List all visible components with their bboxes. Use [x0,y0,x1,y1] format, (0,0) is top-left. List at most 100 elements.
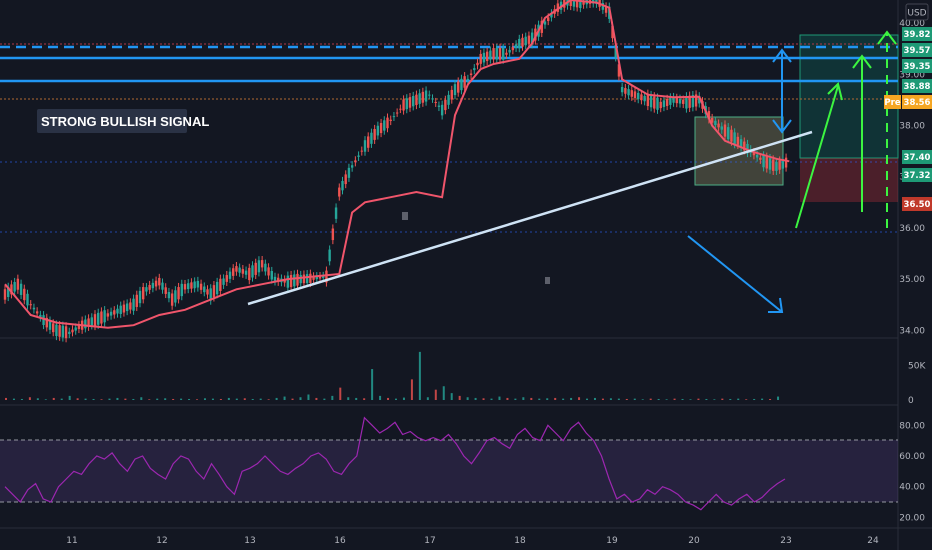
candle-body [254,262,257,275]
price-badge-label: 37.40 [904,153,931,163]
volume-bar [243,398,246,400]
volume-bar [402,397,405,400]
trendline[interactable] [247,130,813,306]
candle-body [360,150,363,152]
candle-body [148,284,151,290]
candle-body [215,281,219,295]
candle-body [778,160,781,170]
candle-body [775,162,778,171]
volume-bar [196,399,199,400]
volume-bar [625,398,628,400]
candle-body [61,325,65,338]
candle-body [698,96,701,104]
candle-body [649,94,653,108]
candle-body [556,3,560,12]
date-tick-9: 24 [867,536,879,546]
candle-body [158,277,161,286]
candle-body [675,97,678,104]
candle-body [714,120,717,126]
candle-body [238,267,241,273]
volume-bar [426,397,429,400]
drawing-arrows [687,30,897,313]
candle-body [473,68,476,71]
volume-bar [227,397,230,400]
volume-bar [434,389,437,400]
volume-bar [52,397,55,400]
volume-bar [641,399,644,400]
volume-bar [474,397,477,400]
candle-body [367,136,370,148]
volume-bar [410,379,413,400]
target-zone[interactable] [799,34,899,159]
candle-body [502,47,505,60]
candle-body [399,108,402,110]
currency-label[interactable]: USD [905,3,929,21]
volume-bar [729,398,732,400]
candle-body [450,89,453,100]
candle-body [177,287,180,300]
candle-body [685,96,688,109]
candle-body [582,0,585,5]
price-badge-label: 38.56 [904,98,931,108]
candle-body [305,274,309,284]
date-tick-7: 20 [688,536,700,546]
candle-body [354,160,357,163]
candle-body [739,139,743,148]
candle-body [447,94,450,105]
candle-body [489,50,492,60]
candle-body [707,111,711,120]
candle-body [267,267,270,276]
stop-zone[interactable] [800,158,898,202]
candle-body [579,0,582,9]
candle-body [277,277,280,282]
candle-body [527,35,531,44]
price-badge-bg [902,150,932,164]
volume-bar [84,398,87,400]
candle-body [260,260,264,268]
candle-body [637,92,640,100]
volume-bar [164,398,167,400]
candle-body [444,99,447,111]
price-badge-38-56: Pre 38.56 [884,95,932,109]
volume-bar [705,398,708,400]
volume-bar [761,398,764,400]
date-tick-4: 17 [424,536,435,546]
candle-body [187,283,190,290]
volume-bar [259,398,262,400]
candle-body [784,157,788,168]
candle-body [209,288,212,301]
candle-body [196,280,200,288]
volume-bar [108,398,111,400]
volume-bar [665,399,668,400]
candle-body [164,287,167,294]
candle-body [518,38,521,49]
candle-body [530,32,534,45]
candle-body [35,311,39,314]
candle-body [727,127,730,140]
candle-body [428,94,431,96]
volume-bar [538,398,541,400]
candle-body [145,287,148,292]
candle-body [52,323,55,333]
candle-body [495,47,498,60]
volume-bar [745,399,748,400]
consolidation-box[interactable] [694,116,784,186]
candle-body [248,267,251,281]
candle-body [138,290,142,304]
candle-body [10,284,13,295]
candle-body [765,156,768,169]
volume-bar [315,397,318,400]
volume-bar [347,397,350,400]
candle-body [219,278,222,291]
candle-body [514,44,518,48]
volume-bar [498,396,501,400]
candle-body [604,6,608,13]
price-badge-bg [902,79,932,93]
candle-body [48,320,52,330]
volume-bar [514,398,517,400]
candle-body [90,317,93,326]
candle-body [656,97,659,110]
volume-bar [211,398,214,400]
annotation-strong-bullish[interactable]: STRONG BULLISH SIGNAL [37,109,209,133]
